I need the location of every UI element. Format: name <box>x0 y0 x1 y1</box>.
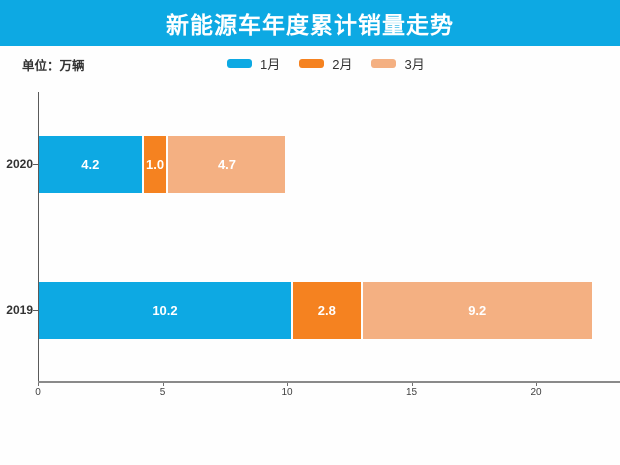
chart-title: 新能源车年度累计销量走势 <box>166 12 454 38</box>
y-category-label: 2019 <box>6 303 33 317</box>
bar-value-label: 10.2 <box>152 302 178 318</box>
y-tick-mark <box>33 164 38 165</box>
x-tick-label: 5 <box>159 387 166 398</box>
legend-swatch-icon <box>299 58 325 68</box>
bar-value-label: 1.0 <box>145 156 165 172</box>
legend-item: 2月 <box>299 54 352 73</box>
x-tick-mark <box>287 383 288 386</box>
x-tick-label: 15 <box>405 387 418 398</box>
legend-swatch-icon <box>227 58 252 68</box>
legend-label: 1月 <box>260 56 281 72</box>
bar-value-label: 4.2 <box>81 156 100 172</box>
x-tick-mark <box>536 383 537 386</box>
legend-swatch-icon <box>371 58 397 68</box>
bar-segment: 4.2 <box>39 135 144 193</box>
bar-segment: 4.7 <box>168 135 286 193</box>
unit-label: 单位：万辆 <box>22 59 85 73</box>
legend-item: 1月 <box>227 54 280 73</box>
y-tick-mark <box>33 310 38 311</box>
x-tick-label: 10 <box>281 387 293 398</box>
title-bar: 新能源车年度累计销量走势 <box>0 0 620 46</box>
bar-segment: 2.8 <box>292 281 363 339</box>
legend: 1月 2月 3月 <box>227 54 425 72</box>
bar-value-label: 9.2 <box>468 302 487 318</box>
x-tick-label: 20 <box>530 387 542 398</box>
y-category-label: 2020 <box>6 157 33 171</box>
legend-label: 3月 <box>404 56 425 72</box>
x-axis-line <box>38 381 620 383</box>
x-tick-mark <box>38 383 39 386</box>
legend-label: 2月 <box>332 56 353 72</box>
bar-value-label: 4.7 <box>217 156 237 172</box>
bar-value-label: 2.8 <box>317 302 336 318</box>
x-tick-mark <box>411 383 413 386</box>
bar-segment: 1.0 <box>143 135 169 193</box>
bar-segment: 9.2 <box>362 281 592 339</box>
x-tick-mark <box>162 383 164 386</box>
x-tick-label: 0 <box>35 387 41 398</box>
bar-segment: 10.2 <box>39 281 293 339</box>
y-axis-line <box>38 92 39 383</box>
legend-item: 3月 <box>371 54 425 73</box>
